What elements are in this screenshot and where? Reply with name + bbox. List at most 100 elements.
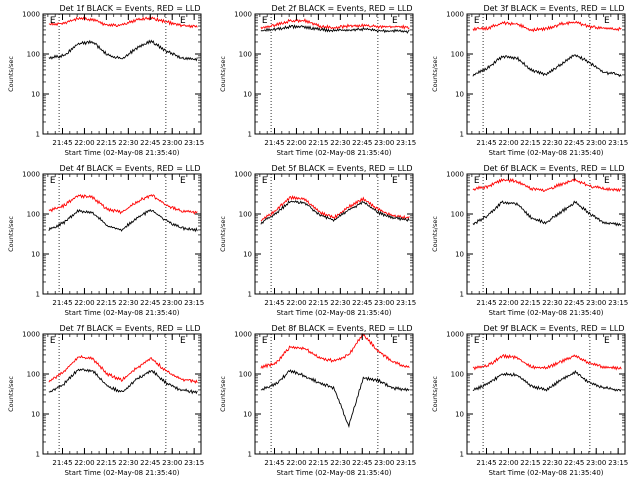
plot-frame [42, 173, 202, 295]
y-tick-label: 10 [243, 91, 252, 99]
y-axis-label: Counts/sec [219, 56, 227, 92]
x-tick-label: 21:45 [264, 299, 284, 307]
x-tick-label: 21:45 [476, 139, 496, 147]
x-tick-label: 22:30 [330, 139, 350, 147]
plot-frame [254, 333, 414, 455]
e-marker: E [604, 176, 610, 186]
y-tick-label: 10 [243, 411, 252, 419]
chart-title: Det 2f BLACK = Events, RED = LLD [271, 4, 412, 13]
x-tick-label: 23:00 [586, 299, 606, 307]
e-marker: E [392, 16, 398, 26]
x-tick-label: 22:15 [520, 299, 540, 307]
x-axis-label: Start Time (02-May-08 21:35:40) [488, 469, 603, 477]
series-events-line [48, 39, 198, 62]
x-tick-label: 22:00 [498, 139, 518, 147]
x-axis-label: Start Time (02-May-08 21:35:40) [64, 469, 179, 477]
plot-frame [254, 13, 414, 135]
chart-panel: Det 4f BLACK = Events, RED = LLD Counts/s… [7, 164, 204, 317]
x-tick-label: 23:00 [162, 299, 182, 307]
x-tick-label: 23:00 [374, 459, 394, 467]
y-tick-label: 1 [248, 451, 252, 459]
x-tick-label: 22:00 [74, 299, 94, 307]
x-tick-label: 22:00 [74, 459, 94, 467]
x-tick-label: 23:15 [184, 459, 204, 467]
x-tick-label: 22:45 [564, 139, 584, 147]
series-events-line [48, 208, 198, 233]
x-tick-label: 22:00 [498, 459, 518, 467]
x-tick-label: 22:00 [74, 139, 94, 147]
y-tick-label: 100 [451, 371, 464, 379]
y-tick-label: 1000 [234, 171, 252, 179]
y-tick-label: 1 [36, 131, 40, 139]
e-marker: E [180, 16, 186, 26]
x-tick-label: 22:15 [308, 459, 328, 467]
series-events-line [48, 368, 198, 395]
e-marker: E [180, 336, 186, 346]
x-axis-label: Start Time (02-May-08 21:35:40) [276, 149, 391, 157]
x-axis-label: Start Time (02-May-08 21:35:40) [64, 149, 179, 157]
x-tick-label: 22:45 [564, 459, 584, 467]
x-tick-label: 22:15 [308, 299, 328, 307]
x-tick-label: 21:45 [52, 299, 72, 307]
y-tick-label: 100 [239, 51, 252, 59]
y-tick-label: 10 [31, 251, 40, 259]
x-tick-label: 23:00 [162, 459, 182, 467]
y-tick-label: 100 [451, 51, 464, 59]
x-tick-label: 22:30 [542, 139, 562, 147]
y-tick-label: 10 [243, 251, 252, 259]
y-axis-label: Counts/sec [7, 376, 15, 412]
chart-title: Det 3f BLACK = Events, RED = LLD [483, 4, 624, 13]
y-tick-label: 1 [248, 131, 252, 139]
e-marker: E [604, 336, 610, 346]
x-tick-label: 22:30 [542, 299, 562, 307]
series-lld-line [260, 195, 410, 222]
x-tick-label: 23:15 [396, 459, 416, 467]
x-tick-label: 22:45 [352, 459, 372, 467]
x-axis-label: Start Time (02-May-08 21:35:40) [488, 309, 603, 317]
x-tick-label: 21:45 [52, 139, 72, 147]
y-axis-label: Counts/sec [431, 376, 439, 412]
plot-frame [254, 173, 414, 295]
y-tick-label: 1 [36, 451, 40, 459]
y-tick-label: 10 [31, 411, 40, 419]
series-lld-line [472, 177, 622, 193]
y-tick-label: 1000 [234, 11, 252, 19]
x-tick-label: 23:00 [374, 299, 394, 307]
plot-frame [466, 173, 626, 295]
e-marker: E [50, 176, 56, 186]
chart-title: Det 1f BLACK = Events, RED = LLD [59, 4, 200, 13]
y-tick-label: 1000 [22, 171, 40, 179]
series-lld-line [472, 353, 622, 371]
y-tick-label: 1 [460, 291, 464, 299]
x-axis-label: Start Time (02-May-08 21:35:40) [64, 309, 179, 317]
x-tick-label: 23:00 [374, 139, 394, 147]
y-tick-label: 100 [451, 211, 464, 219]
x-tick-label: 22:45 [140, 459, 160, 467]
x-tick-label: 21:45 [264, 139, 284, 147]
x-tick-label: 22:45 [140, 139, 160, 147]
series-lld-line [260, 18, 410, 30]
x-tick-label: 22:15 [96, 299, 116, 307]
y-tick-label: 10 [31, 91, 40, 99]
y-tick-label: 100 [27, 51, 40, 59]
x-tick-label: 21:45 [264, 459, 284, 467]
x-tick-label: 22:15 [96, 139, 116, 147]
e-marker: E [474, 336, 480, 346]
e-marker: E [604, 16, 610, 26]
x-tick-label: 22:30 [118, 139, 138, 147]
series-events-line [260, 200, 410, 225]
y-tick-label: 1000 [446, 171, 464, 179]
x-tick-label: 22:15 [520, 139, 540, 147]
e-marker: E [50, 336, 56, 346]
e-marker: E [474, 176, 480, 186]
y-tick-label: 1 [36, 291, 40, 299]
e-marker: E [392, 336, 398, 346]
x-tick-label: 23:00 [586, 459, 606, 467]
x-axis-label: Start Time (02-May-08 21:35:40) [276, 309, 391, 317]
y-tick-label: 1000 [446, 331, 464, 339]
series-events-line [472, 54, 622, 78]
x-tick-label: 23:15 [184, 139, 204, 147]
chart-title: Det 6f BLACK = Events, RED = LLD [483, 164, 624, 173]
plot-frame [42, 13, 202, 135]
